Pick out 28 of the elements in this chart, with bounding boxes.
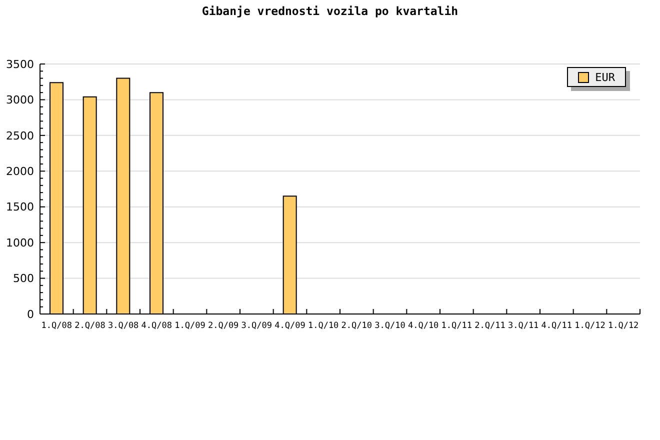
- x-tick-label: 4.Q/10: [408, 321, 439, 331]
- x-tick-label: 4.Q/09: [274, 321, 306, 331]
- x-tick-label: 2.Q/09: [208, 321, 239, 331]
- y-tick-label: 3000: [6, 94, 34, 107]
- y-tick-label: 3500: [6, 58, 34, 71]
- legend-label: EUR: [595, 70, 615, 84]
- y-tick-label: 500: [13, 272, 34, 286]
- y-tick-label: 1500: [6, 200, 34, 214]
- x-tick-label: 1.Q/12: [608, 321, 639, 331]
- x-tick-label: 2.Q/11: [474, 321, 506, 331]
- x-tick-label: 1.Q/12: [574, 321, 606, 331]
- y-tick-label: 2500: [6, 129, 34, 142]
- x-tick-label: 4.Q/08: [141, 321, 172, 331]
- x-tick-label: 1.Q/10: [308, 321, 339, 331]
- chart-title: Gibanje vrednosti vozila po kvartalih: [202, 4, 458, 18]
- y-tick-label: 1000: [6, 236, 34, 250]
- x-tick-label: 3.Q/11: [508, 321, 539, 331]
- x-tick-label: 2.Q/10: [341, 321, 372, 331]
- x-tick-label: 1.Q/11: [441, 321, 472, 331]
- y-tick-label: 2000: [6, 164, 34, 178]
- x-tick-label: 2.Q/08: [74, 321, 106, 331]
- y-tick-label: 0: [27, 308, 34, 321]
- x-tick-label: 1.Q/09: [174, 321, 206, 331]
- x-tick-label: 3.Q/10: [374, 321, 406, 331]
- x-tick-label: 3.Q/08: [108, 321, 139, 331]
- x-tick-label: 4.Q/11: [541, 321, 572, 331]
- x-tick-label: 3.Q/09: [241, 321, 272, 331]
- x-tick-label: 1.Q/08: [41, 321, 72, 331]
